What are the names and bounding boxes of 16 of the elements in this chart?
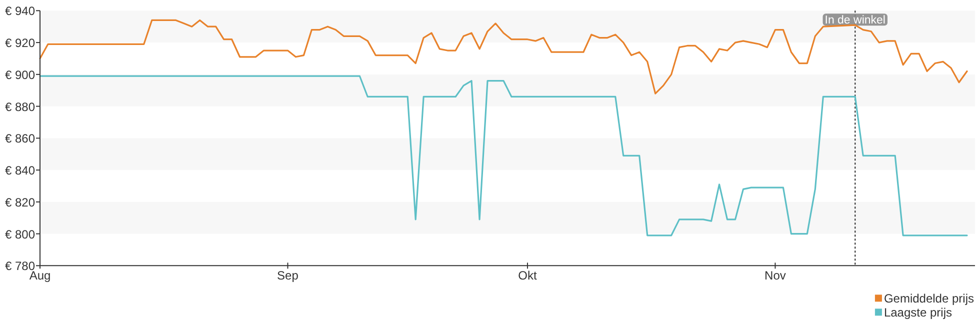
x-tick-label: Sep xyxy=(277,268,299,283)
x-tick-label: Nov xyxy=(764,268,786,283)
y-tick-label: € 820 xyxy=(4,195,36,210)
y-tick-label: € 900 xyxy=(4,68,36,82)
x-tick-label: Aug xyxy=(29,268,51,283)
y-tick-label: € 840 xyxy=(4,164,36,178)
y-tick-label: € 940 xyxy=(4,4,36,18)
legend-label: Laagste prijs xyxy=(884,306,952,320)
y-tick-label: € 860 xyxy=(4,132,36,146)
y-tick-label: € 800 xyxy=(4,227,36,242)
line-series xyxy=(39,75,968,236)
y-tick-label: € 920 xyxy=(4,36,36,50)
y-tick-label: € 880 xyxy=(4,100,36,114)
legend-label: Gemiddelde prijs xyxy=(884,292,974,306)
x-tick-label: Okt xyxy=(518,268,538,283)
ref-line-label: In de winkel xyxy=(824,14,886,27)
